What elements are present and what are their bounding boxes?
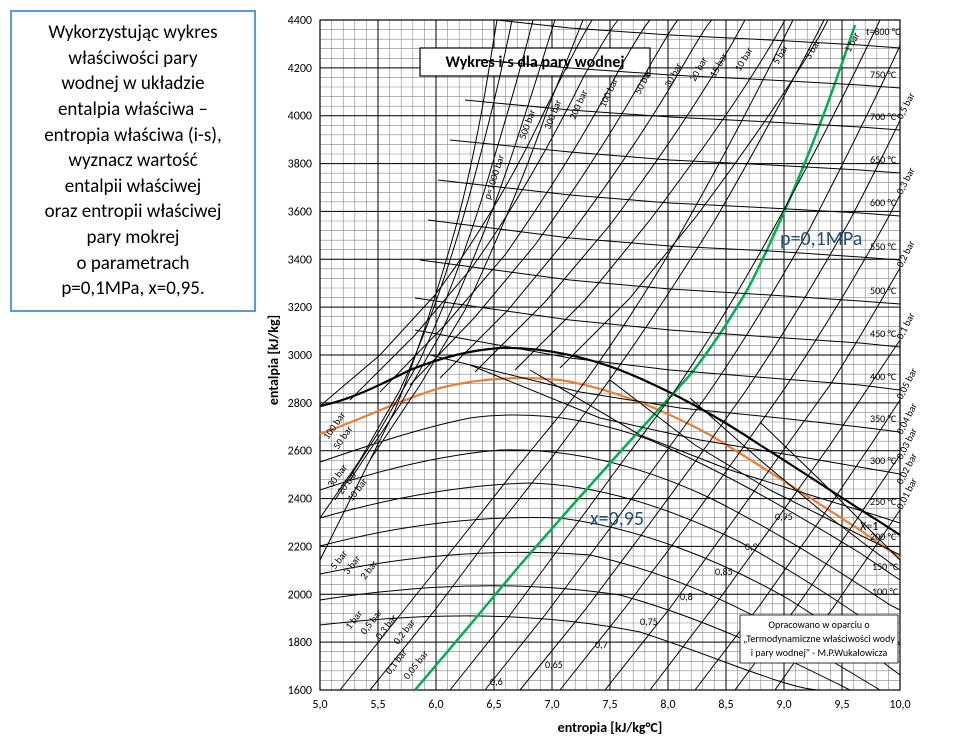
svg-text:8,0: 8,0: [660, 698, 675, 712]
svg-text:3400: 3400: [288, 253, 312, 267]
line: o parametrach: [18, 251, 248, 277]
svg-text:2800: 2800: [288, 397, 312, 411]
x-ticks: 5,0 5,5 6,0 6,5 7,0 7,5 8,0 8,5 9,0 9,5 10,0: [312, 698, 910, 712]
svg-text:700 °C: 700 °C: [870, 110, 897, 123]
svg-text:0,6: 0,6: [490, 675, 503, 688]
line: właściwości pary: [18, 46, 248, 72]
svg-text:4200: 4200: [288, 62, 312, 76]
line: p=0,1MPa, x=0,95.: [18, 276, 248, 302]
y-ticks: 1600 1800 2000 2200 2400 2600 2800 3000 3200 3400…: [288, 14, 312, 698]
line: entalpia właściwa –: [18, 97, 248, 123]
svg-text:3800: 3800: [288, 158, 312, 172]
annot-p: p=0,1MPa: [780, 227, 862, 251]
svg-text:500 °C: 500 °C: [870, 284, 897, 297]
svg-text:9,0: 9,0: [776, 698, 791, 712]
svg-text:Opracowano w oparciu o: Opracowano w oparciu o: [768, 618, 869, 631]
svg-text:1600: 1600: [288, 684, 312, 698]
line: pary mokrej: [18, 225, 248, 251]
svg-text:0,8: 0,8: [680, 590, 693, 603]
x-axis-label: entropia [kJ/kg°C]: [558, 719, 663, 736]
svg-text:X=1: X=1: [860, 520, 878, 534]
svg-text:6,0: 6,0: [428, 698, 443, 712]
svg-text:0,7: 0,7: [595, 638, 608, 651]
annot-x: x=0,95: [590, 507, 644, 531]
svg-text:0,9: 0,9: [745, 540, 758, 553]
svg-text:400 °C: 400 °C: [870, 370, 897, 383]
svg-text:10,0: 10,0: [889, 698, 910, 712]
svg-text:4400: 4400: [288, 14, 312, 28]
svg-text:1800: 1800: [288, 636, 312, 650]
svg-text:750 °C: 750 °C: [870, 68, 897, 81]
svg-text:2000: 2000: [288, 588, 312, 602]
mollier-chart: Wykres i-s dla pary wodnej: [260, 0, 950, 740]
credit-box: Opracowano w oparciu o „Termodynamiczne …: [740, 615, 898, 663]
svg-text:2400: 2400: [288, 493, 312, 507]
problem-text-box: Wykorzystując wykres właściwości pary wo…: [10, 10, 256, 312]
line: entalpii właściwej: [18, 174, 248, 200]
line: wyznacz wartość: [18, 148, 248, 174]
chart-title: Wykres i-s dla pary wodnej: [445, 53, 624, 72]
y-axis-label: entalpia [kJ/kg]: [265, 315, 282, 405]
line: Wykorzystując wykres: [18, 20, 248, 46]
svg-text:150 °C: 150 °C: [872, 560, 899, 573]
line: oraz entropii właściwej: [18, 199, 248, 225]
svg-text:3000: 3000: [288, 349, 312, 363]
svg-text:i pary wodnej" - M.P.Wukałowic: i pary wodnej" - M.P.Wukałowicza: [751, 646, 888, 659]
svg-text:100 °C: 100 °C: [872, 585, 899, 598]
svg-text:3200: 3200: [288, 301, 312, 315]
svg-text:0,65: 0,65: [545, 658, 563, 671]
svg-text:650 °C: 650 °C: [870, 153, 897, 166]
svg-text:5,5: 5,5: [370, 698, 385, 712]
line: wodnej w układzie: [18, 71, 248, 97]
svg-text:550 °C: 550 °C: [870, 240, 897, 253]
svg-text:6,5: 6,5: [486, 698, 501, 712]
svg-text:0,75: 0,75: [640, 615, 658, 628]
svg-text:3600: 3600: [288, 205, 312, 219]
svg-text:2200: 2200: [288, 540, 312, 554]
svg-text:t=800 °C: t=800 °C: [866, 25, 901, 38]
svg-text:2600: 2600: [288, 445, 312, 459]
line: entropia właściwa (i-s),: [18, 123, 248, 149]
svg-text:0,85: 0,85: [715, 565, 733, 578]
svg-text:7,0: 7,0: [544, 698, 559, 712]
svg-text:8,5: 8,5: [718, 698, 733, 712]
svg-text:9,5: 9,5: [834, 698, 849, 712]
svg-text:5,0: 5,0: [312, 698, 327, 712]
svg-text:450 °C: 450 °C: [870, 327, 897, 340]
svg-text:0,95: 0,95: [775, 510, 793, 523]
svg-text:7,5: 7,5: [602, 698, 617, 712]
svg-text:„Termodynamiczne właściwości w: „Termodynamiczne właściwości wody: [743, 632, 895, 645]
svg-text:350 °C: 350 °C: [870, 412, 897, 425]
svg-text:600 °C: 600 °C: [870, 196, 897, 209]
svg-text:4000: 4000: [288, 110, 312, 124]
